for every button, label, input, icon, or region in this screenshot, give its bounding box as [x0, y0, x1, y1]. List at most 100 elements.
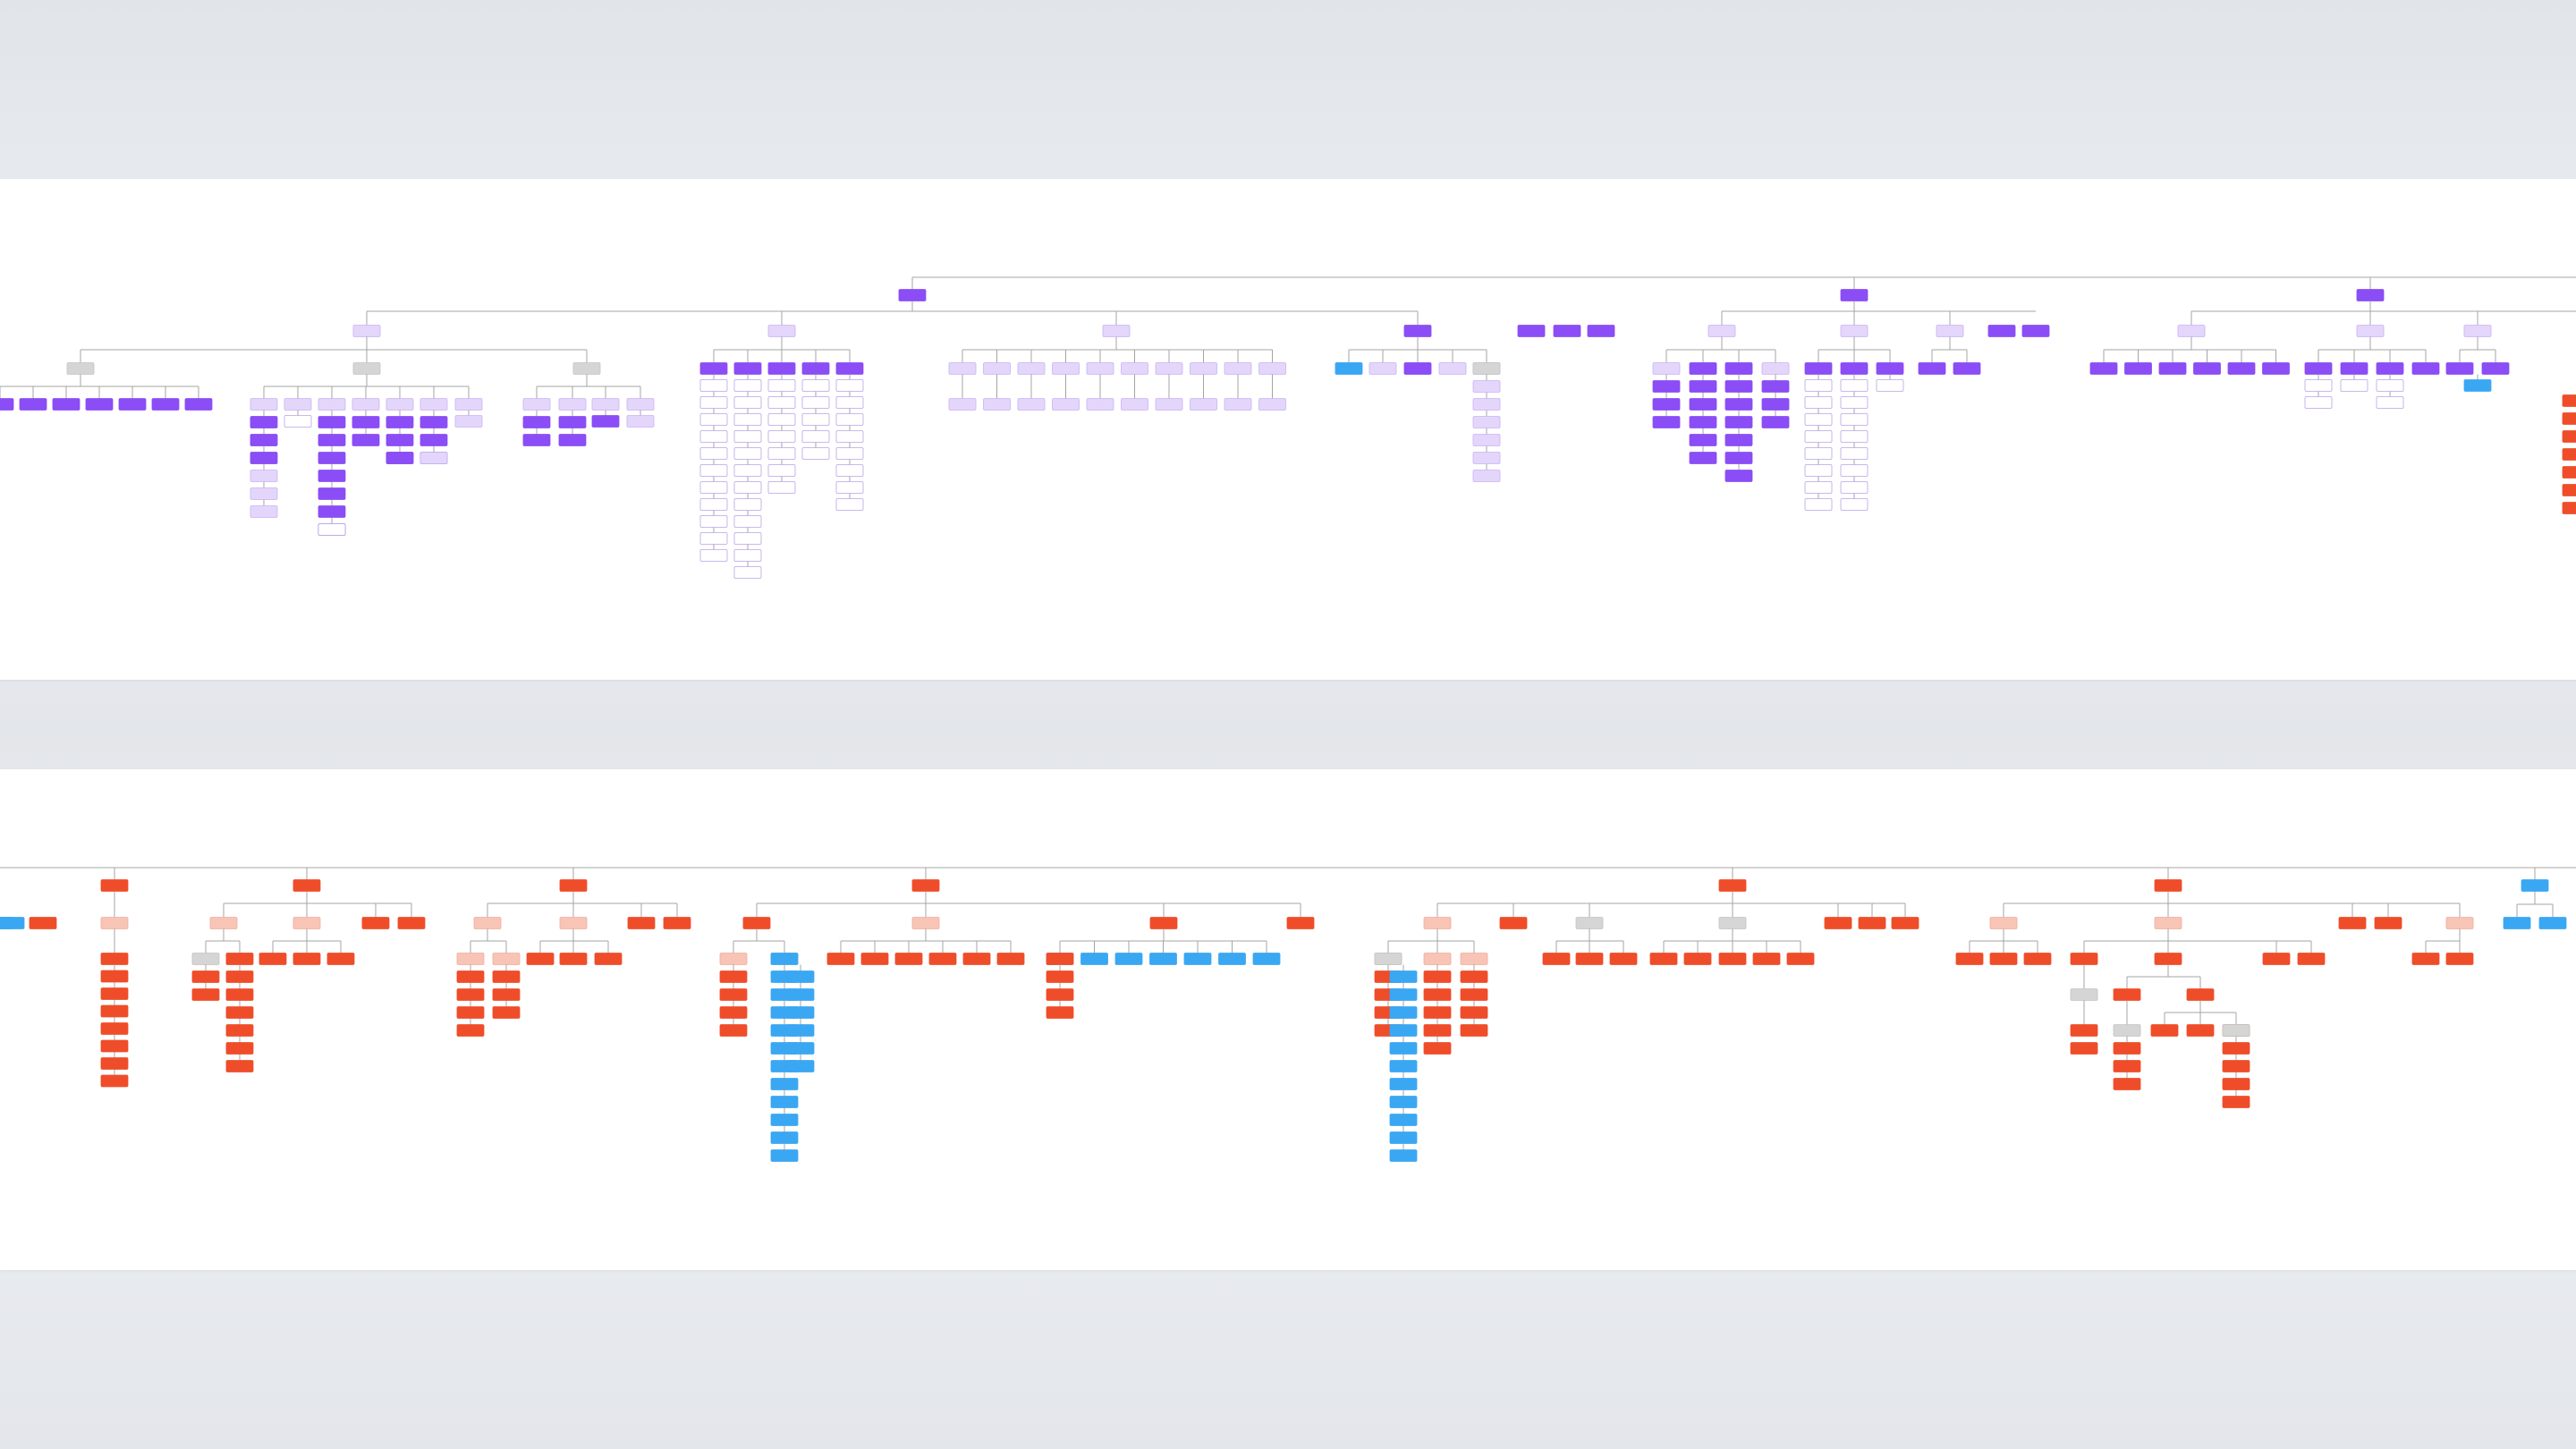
- sitemap-node[interactable]: [1718, 917, 1747, 929]
- sitemap-node[interactable]: [699, 362, 728, 375]
- sitemap-node[interactable]: [2374, 917, 2402, 929]
- sitemap-node[interactable]: [2154, 953, 2182, 965]
- sitemap-node[interactable]: [1335, 362, 1363, 375]
- sitemap-node[interactable]: [397, 917, 426, 929]
- sitemap-node[interactable]: [835, 362, 864, 375]
- sitemap-node[interactable]: [1840, 379, 1868, 392]
- sitemap-node[interactable]: [284, 415, 312, 428]
- sitemap-node[interactable]: [1804, 362, 1833, 375]
- sitemap-node[interactable]: [663, 917, 691, 929]
- sitemap-node[interactable]: [699, 481, 728, 494]
- sitemap-node[interactable]: [1472, 434, 1501, 446]
- sitemap-node[interactable]: [1840, 430, 1868, 443]
- sitemap-node[interactable]: [191, 953, 220, 965]
- sitemap-node[interactable]: [522, 434, 551, 446]
- sitemap-node[interactable]: [1472, 470, 1501, 482]
- sitemap-node[interactable]: [1460, 1006, 1488, 1019]
- sitemap-node[interactable]: [2411, 362, 2440, 375]
- sitemap-node[interactable]: [1403, 362, 1432, 375]
- sitemap-node[interactable]: [894, 953, 923, 965]
- sitemap-node[interactable]: [1652, 398, 1681, 411]
- sitemap-node[interactable]: [386, 398, 414, 411]
- sitemap-node[interactable]: [52, 398, 80, 411]
- sitemap-node[interactable]: [1840, 325, 1868, 337]
- sitemap-node[interactable]: [2562, 394, 2576, 407]
- sitemap-node[interactable]: [184, 398, 213, 411]
- sitemap-node[interactable]: [352, 362, 381, 375]
- sitemap-node[interactable]: [1423, 1024, 1452, 1037]
- sitemap-node[interactable]: [733, 498, 762, 511]
- sitemap-node[interactable]: [1190, 398, 1217, 411]
- sitemap-node[interactable]: [1804, 498, 1833, 511]
- sitemap-node[interactable]: [1472, 416, 1501, 428]
- sitemap-node[interactable]: [719, 953, 748, 965]
- sitemap-node[interactable]: [1840, 289, 1868, 301]
- sitemap-node[interactable]: [386, 452, 414, 464]
- sitemap-node[interactable]: [1149, 917, 1178, 929]
- sitemap-node[interactable]: [767, 413, 796, 426]
- sitemap-node[interactable]: [1423, 953, 1452, 965]
- sitemap-node[interactable]: [1652, 416, 1681, 428]
- sitemap-node[interactable]: [2089, 362, 2118, 375]
- sitemap-node[interactable]: [1804, 447, 1833, 460]
- sitemap-node[interactable]: [318, 470, 346, 482]
- sitemap-node[interactable]: [473, 917, 502, 929]
- sitemap-node[interactable]: [1858, 917, 1886, 929]
- sitemap-node[interactable]: [1086, 398, 1114, 411]
- sitemap-node[interactable]: [2186, 988, 2215, 1001]
- sitemap-node[interactable]: [318, 452, 346, 464]
- sitemap-node[interactable]: [767, 396, 796, 409]
- sitemap-node[interactable]: [1707, 325, 1736, 337]
- sitemap-node[interactable]: [1761, 416, 1790, 428]
- sitemap-node[interactable]: [1258, 398, 1286, 411]
- sitemap-node[interactable]: [835, 464, 864, 477]
- sitemap-node[interactable]: [1724, 362, 1753, 375]
- sitemap-node[interactable]: [1114, 953, 1143, 965]
- sitemap-node[interactable]: [292, 953, 321, 965]
- sitemap-node[interactable]: [733, 566, 762, 579]
- sitemap-node[interactable]: [801, 430, 830, 443]
- sitemap-node[interactable]: [225, 970, 254, 983]
- sitemap-node[interactable]: [2222, 1042, 2250, 1055]
- sitemap-node[interactable]: [770, 1114, 799, 1126]
- sitemap-node[interactable]: [801, 362, 830, 375]
- sitemap-node[interactable]: [1724, 434, 1753, 446]
- sitemap-node[interactable]: [1046, 988, 1074, 1001]
- sitemap-node[interactable]: [1840, 481, 1868, 494]
- sitemap-node[interactable]: [1046, 953, 1074, 965]
- sitemap-node[interactable]: [456, 1006, 485, 1019]
- sitemap-node[interactable]: [2124, 362, 2152, 375]
- sitemap-node[interactable]: [770, 1131, 799, 1144]
- sitemap-node[interactable]: [627, 917, 656, 929]
- sitemap-node[interactable]: [1017, 398, 1046, 411]
- sitemap-node[interactable]: [1840, 447, 1868, 460]
- sitemap-node[interactable]: [225, 953, 254, 965]
- sitemap-node[interactable]: [1724, 452, 1753, 464]
- sitemap-node[interactable]: [2113, 988, 2141, 1001]
- sitemap-node[interactable]: [1955, 953, 1984, 965]
- sitemap-node[interactable]: [2222, 1078, 2250, 1090]
- sitemap-node[interactable]: [1423, 1042, 1452, 1055]
- sitemap-node[interactable]: [2113, 1078, 2141, 1090]
- sitemap-node[interactable]: [786, 1006, 815, 1019]
- sitemap-node[interactable]: [767, 481, 796, 494]
- sitemap-node[interactable]: [1683, 953, 1712, 965]
- sitemap-node[interactable]: [1652, 362, 1681, 375]
- sitemap-node[interactable]: [100, 1074, 129, 1088]
- sitemap-node[interactable]: [2222, 1024, 2250, 1037]
- sitemap-node[interactable]: [2150, 1024, 2179, 1037]
- sitemap-node[interactable]: [2376, 396, 2404, 409]
- sitemap-node[interactable]: [786, 1024, 815, 1037]
- sitemap-node[interactable]: [699, 549, 728, 562]
- sitemap-node[interactable]: [1689, 380, 1717, 393]
- sitemap-node[interactable]: [492, 1006, 521, 1019]
- sitemap-node[interactable]: [1786, 953, 1815, 965]
- sitemap-node[interactable]: [835, 447, 864, 460]
- sitemap-node[interactable]: [786, 988, 815, 1001]
- sitemap-node[interactable]: [1460, 970, 1488, 983]
- sitemap-node[interactable]: [767, 325, 796, 337]
- sitemap-node[interactable]: [492, 970, 521, 983]
- sitemap-node[interactable]: [250, 470, 278, 482]
- sitemap-node[interactable]: [100, 1039, 129, 1053]
- sitemap-node[interactable]: [1542, 953, 1571, 965]
